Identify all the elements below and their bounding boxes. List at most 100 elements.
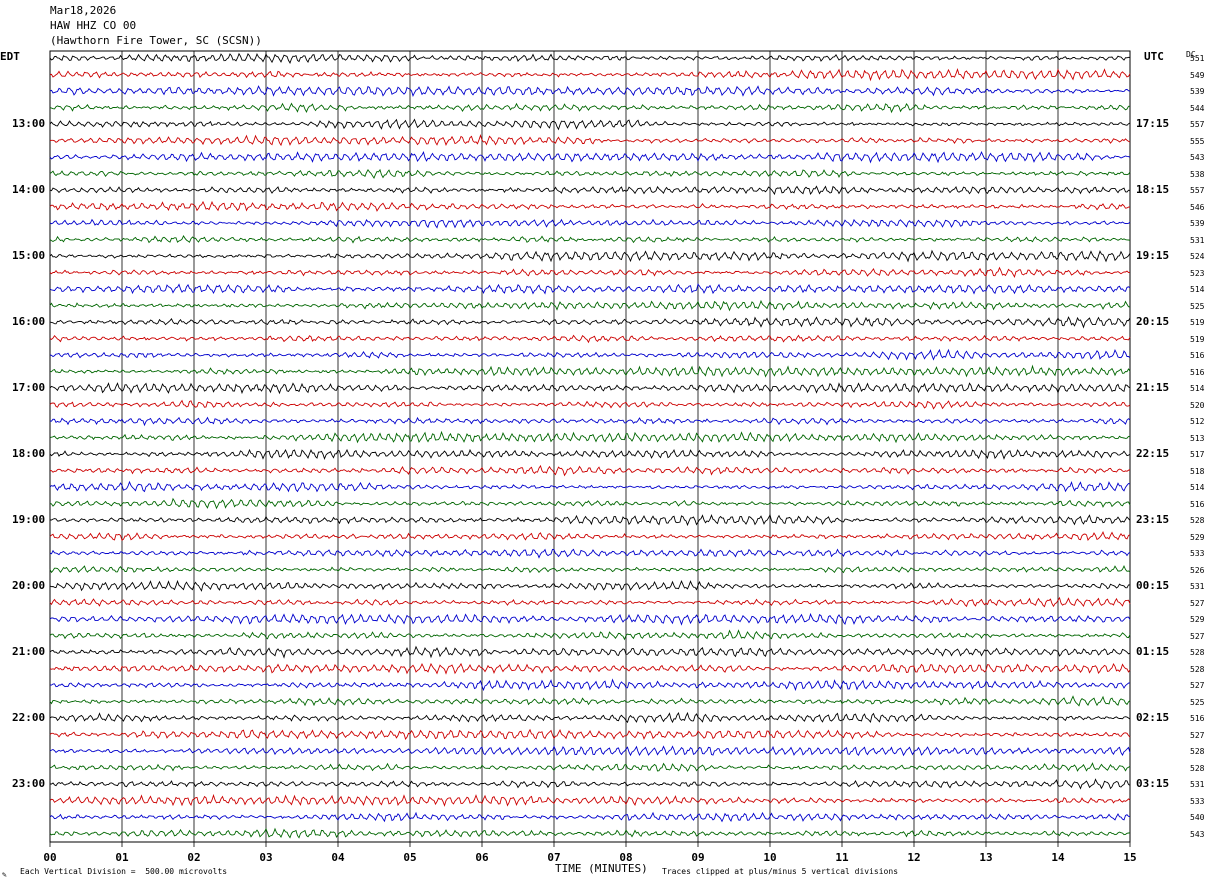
x-tick-label: 14 [1051, 851, 1065, 864]
x-tick-label: 11 [835, 851, 849, 864]
left-hour-label: 15:00 [12, 249, 46, 262]
x-tick-label: 15 [1123, 851, 1136, 864]
trace-line-13 [49, 266, 1131, 278]
trace-line-12 [49, 249, 1131, 263]
x-tick-label: 09 [691, 851, 704, 864]
dc-offset-label: 528 [1190, 516, 1205, 525]
trace-line-45 [49, 793, 1131, 807]
trace-line-40 [49, 711, 1131, 724]
trace-line-11 [49, 234, 1131, 244]
dc-offset-label: 516 [1190, 367, 1205, 377]
trace-line-18 [49, 348, 1131, 361]
x-tick-label: 02 [187, 851, 200, 864]
trace-line-41 [49, 728, 1131, 740]
trace-line-31 [49, 565, 1131, 574]
trace-line-27 [49, 497, 1131, 510]
dc-offset-label: 525 [1190, 697, 1205, 707]
trace-line-5 [49, 133, 1131, 147]
left-hour-label: 23:00 [12, 777, 46, 790]
dc-offset-label: 528 [1190, 664, 1205, 674]
dc-offset-label: 539 [1190, 87, 1205, 96]
trace-line-9 [49, 200, 1131, 212]
dc-offset-label: 531 [1190, 780, 1205, 789]
trace-line-34 [49, 612, 1131, 626]
dc-offset-label: 531 [1190, 235, 1205, 245]
right-hour-label: 03:15 [1136, 777, 1170, 790]
dc-offset-label: 529 [1190, 615, 1205, 624]
seismic-traces [49, 52, 1131, 839]
trace-line-35 [49, 629, 1131, 641]
trace-line-22 [49, 416, 1131, 427]
dc-offset-label: 519 [1190, 318, 1205, 327]
dc-offset-label: 539 [1190, 219, 1205, 228]
dc-offset-label: 527 [1190, 598, 1205, 608]
trace-line-20 [49, 382, 1131, 395]
left-hour-label: 18:00 [12, 447, 46, 460]
dc-header-label: DC [1186, 50, 1196, 59]
right-hour-label: 21:15 [1136, 381, 1170, 394]
trace-line-46 [49, 811, 1131, 823]
dc-offset-label: 525 [1190, 301, 1205, 311]
dc-offset-label: 549 [1190, 70, 1205, 80]
pen-icon: ✎ [2, 870, 7, 879]
dc-offset-label: 513 [1190, 433, 1205, 443]
dc-offset-label: 528 [1190, 648, 1205, 657]
trace-line-21 [49, 399, 1131, 410]
trace-line-16 [49, 316, 1131, 329]
trace-line-26 [49, 480, 1131, 493]
right-hour-label: 19:15 [1136, 249, 1170, 262]
dc-offset-label: 528 [1190, 747, 1205, 756]
dc-offset-label: 516 [1190, 714, 1205, 723]
left-timezone-label: EDT [0, 50, 20, 63]
dc-offset-label: 543 [1190, 153, 1205, 162]
trace-line-36 [49, 645, 1131, 659]
trace-line-28 [50, 513, 1131, 527]
dc-offset-label: 543 [1190, 829, 1205, 839]
dc-offset-label: 551 [1190, 54, 1205, 63]
trace-line-39 [49, 695, 1131, 707]
left-hour-label: 20:00 [12, 579, 46, 592]
trace-line-2 [49, 85, 1131, 98]
scale-note: Each Vertical Division = 500.00 microvol… [20, 867, 228, 876]
trace-line-7 [49, 168, 1131, 179]
trace-line-6 [49, 150, 1131, 164]
x-tick-label: 08 [619, 851, 632, 864]
trace-line-1 [49, 67, 1131, 82]
left-hour-label: 16:00 [12, 315, 46, 328]
clip-note: Traces clipped at plus/minus 5 vertical … [662, 867, 899, 876]
left-hour-label: 19:00 [12, 513, 46, 526]
trace-line-29 [49, 530, 1131, 542]
dc-offset-label: 519 [1190, 334, 1205, 344]
trace-line-4 [49, 118, 1131, 131]
trace-line-0 [49, 52, 1131, 64]
dc-offset-label: 526 [1190, 565, 1205, 575]
trace-line-19 [49, 364, 1131, 378]
trace-line-44 [50, 778, 1131, 790]
minute-gridlines [49, 51, 1131, 847]
dc-offset-label: 517 [1190, 450, 1205, 459]
trace-line-47 [49, 827, 1131, 839]
dc-offset-label: 528 [1190, 763, 1205, 773]
dc-offset-label: 514 [1190, 483, 1205, 492]
dc-offset-label: 527 [1190, 681, 1205, 690]
x-tick-label: 07 [547, 851, 560, 864]
right-hour-label: 20:15 [1136, 315, 1170, 328]
header-date: Mar18,2026 [50, 4, 117, 17]
right-hour-label: 02:15 [1136, 711, 1170, 724]
trace-line-33 [49, 596, 1131, 608]
dc-offset-label: 527 [1190, 631, 1205, 641]
dc-offset-label: 518 [1190, 466, 1205, 476]
dc-offset-label: 531 [1190, 582, 1205, 591]
header-station: HAW HHZ CO 00 [50, 19, 137, 32]
dc-offset-label: 520 [1190, 400, 1205, 410]
right-hour-label: 17:15 [1136, 117, 1170, 130]
dc-offset-label: 524 [1190, 252, 1205, 261]
dc-offset-label: 533 [1190, 549, 1205, 558]
right-hour-label: 22:15 [1136, 447, 1170, 460]
trace-line-32 [49, 579, 1130, 592]
dc-offset-label: 557 [1190, 120, 1205, 129]
dc-offset-label: 557 [1190, 186, 1205, 195]
x-axis-ticks: 00 01 02 03 04 05 06 07 08 09 10 11 12 13 14 15 [43, 851, 1136, 864]
x-tick-label: 13 [979, 851, 992, 864]
